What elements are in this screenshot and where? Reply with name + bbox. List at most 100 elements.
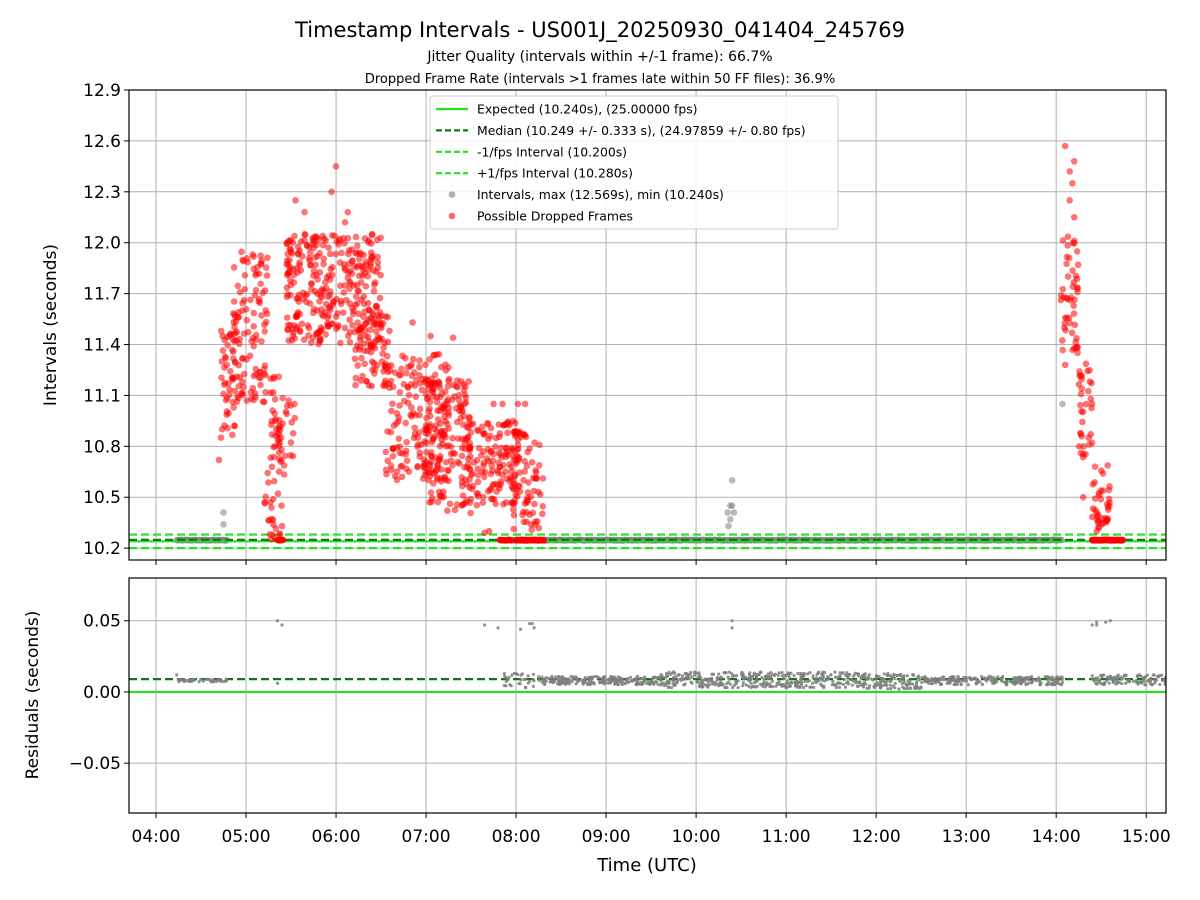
dropped-frame-point bbox=[286, 266, 294, 274]
residual-point bbox=[1163, 682, 1166, 686]
residual-point bbox=[698, 682, 702, 686]
dropped-frame-point bbox=[466, 465, 473, 473]
residual-point bbox=[788, 684, 792, 688]
residual-point bbox=[583, 678, 588, 682]
dropped-frame-point bbox=[367, 256, 375, 264]
dropped-frame-point bbox=[233, 373, 240, 380]
dropped-frame-point bbox=[1074, 349, 1081, 357]
residual-point bbox=[978, 680, 982, 684]
dropped-frame-point bbox=[380, 344, 387, 351]
dropped-frame-point bbox=[352, 233, 360, 241]
dropped-frame-point bbox=[361, 360, 368, 368]
residual-point bbox=[888, 683, 892, 687]
dropped-frame-point bbox=[1088, 379, 1095, 387]
dropped-frame-point bbox=[425, 466, 432, 474]
residual-point bbox=[974, 681, 978, 685]
dropped-frame-point bbox=[349, 322, 356, 329]
dropped-frame-point bbox=[316, 269, 324, 276]
dropped-frame-point bbox=[396, 388, 404, 396]
dropped-frame-point bbox=[433, 398, 441, 406]
residual-point bbox=[508, 683, 512, 687]
dropped-frame-point bbox=[224, 341, 231, 349]
residual-point bbox=[857, 681, 862, 685]
dropped-frame-point bbox=[300, 336, 308, 343]
dropped-frame-point bbox=[400, 380, 408, 388]
dropped-frame-point bbox=[447, 457, 455, 464]
dropped-frame-point bbox=[1070, 302, 1078, 309]
dropped-frame-point bbox=[338, 249, 345, 257]
residual-point bbox=[1152, 673, 1156, 677]
dropped-frame-point bbox=[449, 334, 457, 342]
residual-point bbox=[1045, 683, 1049, 687]
dropped-frame-point bbox=[261, 328, 269, 335]
dropped-frame-point bbox=[409, 355, 417, 363]
dropped-frame-point bbox=[341, 240, 348, 247]
dropped-frame-point bbox=[1063, 294, 1070, 302]
dropped-frame-point bbox=[340, 261, 348, 268]
residual-point bbox=[874, 674, 879, 678]
dropped-frame-point bbox=[436, 442, 444, 450]
dropped-frame-point bbox=[479, 499, 487, 506]
residual-point bbox=[1107, 675, 1112, 679]
dropped-frame-point bbox=[458, 452, 466, 460]
residual-point bbox=[864, 682, 868, 686]
residual-point bbox=[770, 679, 775, 683]
dropped-frame-point bbox=[312, 261, 319, 269]
dropped-frame-point bbox=[355, 272, 363, 280]
residual-point bbox=[1154, 677, 1158, 682]
dropped-frame-point bbox=[1059, 337, 1066, 344]
dropped-frame-point bbox=[396, 449, 404, 457]
dropped-frame-point bbox=[422, 361, 429, 368]
dropped-frame-point bbox=[226, 391, 233, 399]
dropped-frame-point bbox=[317, 292, 325, 299]
residual-point bbox=[715, 682, 719, 686]
residual-point bbox=[531, 672, 535, 676]
dropped-frame-point bbox=[384, 428, 391, 435]
dropped-frame-point bbox=[220, 390, 227, 398]
dropped-frame-point bbox=[1064, 242, 1072, 249]
dropped-frame-point bbox=[445, 477, 452, 485]
dropped-frame-point bbox=[485, 458, 492, 465]
residual-point bbox=[809, 685, 813, 689]
residual-point bbox=[671, 676, 675, 680]
dropped-frame-point bbox=[270, 477, 278, 485]
dropped-frame-point bbox=[288, 419, 296, 426]
dropped-frame-point bbox=[489, 495, 496, 503]
residual-point bbox=[741, 684, 745, 688]
dropped-frame-point bbox=[1079, 408, 1087, 416]
dropped-frame-point bbox=[252, 336, 260, 343]
dropped-frame-point bbox=[1119, 536, 1127, 544]
dropped-frame-point bbox=[389, 445, 397, 453]
residual-point bbox=[818, 676, 822, 680]
dropped-frame-point bbox=[341, 324, 349, 332]
dropped-frame-point bbox=[445, 375, 453, 383]
dropped-frame-point bbox=[521, 400, 529, 408]
residual-point bbox=[1095, 623, 1099, 627]
residual-point bbox=[690, 675, 694, 679]
x-tick-label: 10:00 bbox=[672, 827, 721, 847]
residual-point bbox=[715, 676, 719, 680]
dropped-frame-point bbox=[364, 272, 372, 280]
dropped-frame-point bbox=[499, 400, 506, 408]
residual-point bbox=[526, 674, 530, 678]
residual-point bbox=[996, 675, 1000, 679]
residual-point bbox=[834, 685, 838, 690]
dropped-frame-point bbox=[287, 452, 294, 459]
dropped-frame-point bbox=[287, 402, 294, 409]
dropped-frame-point bbox=[351, 355, 359, 363]
residual-point bbox=[1030, 674, 1034, 679]
residual-point bbox=[617, 678, 621, 682]
residual-point bbox=[747, 684, 751, 688]
residual-point bbox=[665, 672, 669, 676]
dropped-frame-point bbox=[309, 309, 317, 317]
dropped-frame-point bbox=[1059, 285, 1067, 293]
residual-point bbox=[187, 678, 191, 682]
dropped-frame-point bbox=[1077, 401, 1084, 409]
dropped-frame-point bbox=[352, 374, 360, 382]
residual-point bbox=[810, 681, 815, 685]
y-tick-label: 0.00 bbox=[83, 683, 121, 703]
dropped-frame-point bbox=[395, 417, 402, 425]
dropped-frame-point bbox=[324, 322, 332, 330]
residual-point bbox=[768, 682, 772, 686]
dropped-frame-point bbox=[322, 279, 329, 286]
